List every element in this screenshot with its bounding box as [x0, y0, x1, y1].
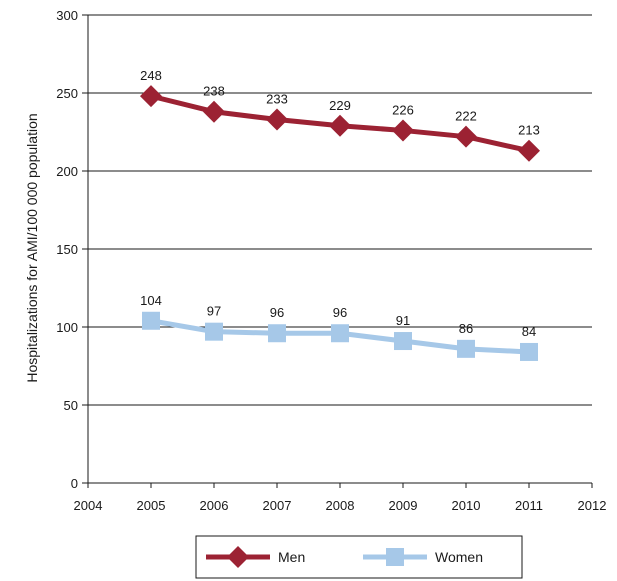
y-tick-labels: 0 50 100 150 200 250 300	[56, 8, 78, 491]
data-label-women: 96	[333, 305, 347, 320]
data-label-men: 238	[203, 84, 225, 99]
y-axis-label: Hospitalizations for AMI/100 000 populat…	[24, 113, 40, 382]
x-tick-label: 2004	[74, 498, 103, 513]
legend-label-women: Women	[435, 549, 483, 565]
axes	[82, 15, 592, 488]
data-label-women: 91	[396, 313, 410, 328]
data-point-men	[203, 101, 225, 123]
series-men: 248 238 233 229 226 222 213	[140, 68, 540, 162]
data-point-women	[457, 340, 475, 358]
gridlines	[88, 15, 592, 405]
y-tick-label: 200	[56, 164, 78, 179]
x-tick-label: 2005	[137, 498, 166, 513]
series-group: 248 238 233 229 226 222 213 104 97 96 96 91 86 84	[140, 68, 540, 361]
data-label-women: 86	[459, 321, 473, 336]
y-tick-label: 300	[56, 8, 78, 23]
x-tick-label: 2007	[263, 498, 292, 513]
data-point-men	[392, 119, 414, 141]
y-tick-label: 150	[56, 242, 78, 257]
x-tick-label: 2009	[389, 498, 418, 513]
legend-marker-women	[386, 548, 404, 566]
data-label-women: 84	[522, 324, 536, 339]
x-tick-label: 2012	[578, 498, 607, 513]
data-label-women: 97	[207, 304, 221, 319]
data-point-women	[331, 324, 349, 342]
data-point-women	[394, 332, 412, 350]
legend-label-men: Men	[278, 549, 305, 565]
legend: Men Women	[196, 536, 522, 578]
data-point-men	[518, 140, 540, 162]
data-point-women	[268, 324, 286, 342]
y-tick-label: 250	[56, 86, 78, 101]
x-tick-label: 2008	[326, 498, 355, 513]
y-tick-label: 0	[71, 476, 78, 491]
y-tick-label: 100	[56, 320, 78, 335]
data-label-men: 233	[266, 92, 288, 107]
x-tick-label: 2006	[200, 498, 229, 513]
data-label-men: 213	[518, 123, 540, 138]
x-tick-labels: 2004 2005 2006 2007 2008 2009 2010 2011 2012	[74, 498, 607, 513]
x-tick-label: 2010	[452, 498, 481, 513]
data-point-men	[266, 109, 288, 131]
data-point-women	[520, 343, 538, 361]
data-point-men	[455, 126, 477, 148]
data-label-men: 222	[455, 109, 477, 124]
data-label-men: 226	[392, 102, 414, 117]
data-point-men	[329, 115, 351, 137]
data-point-women	[142, 312, 160, 330]
data-label-women: 104	[140, 293, 162, 308]
data-point-women	[205, 323, 223, 341]
x-tick-label: 2011	[515, 498, 543, 513]
data-label-men: 229	[329, 98, 351, 113]
data-label-men: 248	[140, 68, 162, 83]
data-label-women: 96	[270, 305, 284, 320]
data-point-men	[140, 85, 162, 107]
y-tick-label: 50	[64, 398, 78, 413]
